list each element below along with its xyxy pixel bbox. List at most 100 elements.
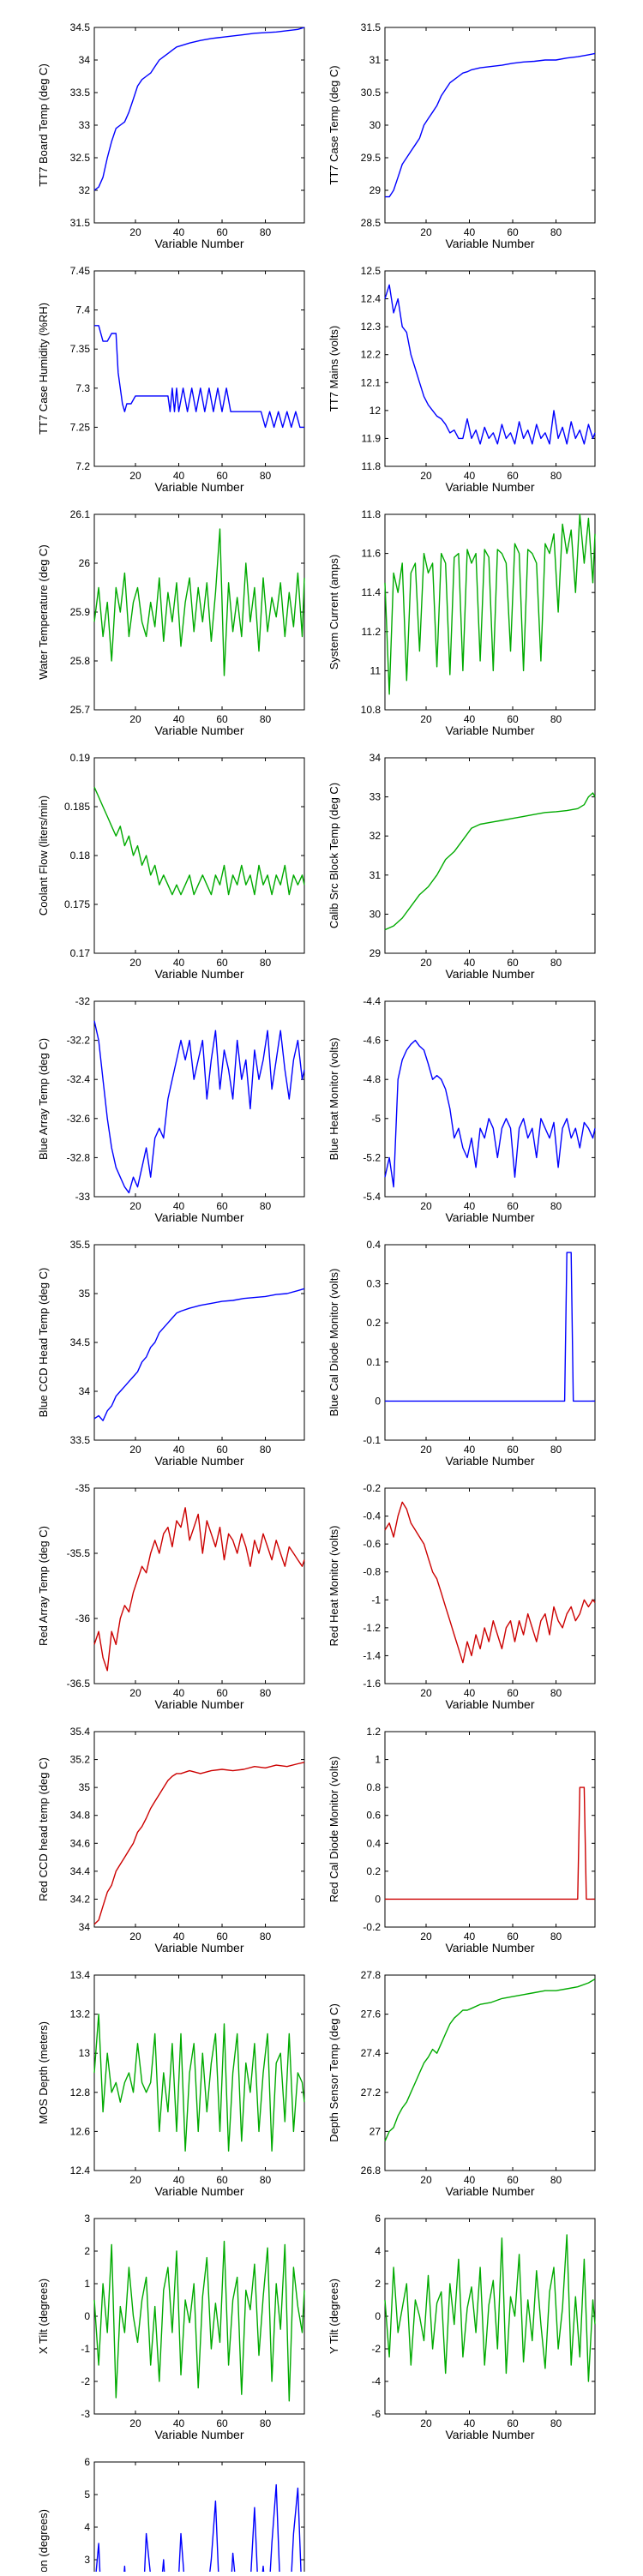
- x-axis-label: Variable Number: [154, 967, 243, 981]
- y-tick-label: 0: [375, 1395, 381, 1407]
- x-tick-label: 40: [173, 713, 185, 725]
- y-tick-label: 0.8: [366, 1781, 381, 1793]
- y-tick-label: 34: [370, 752, 382, 764]
- y-tick-label: 2: [375, 2278, 381, 2290]
- y-tick-label: -0.4: [363, 1510, 381, 1522]
- y-axis-label: TT7 Board Temp (deg C): [37, 63, 50, 187]
- chart-panel: -3 -2 -1 0 1 2 3 20 40 60 80 Variable Number X Tilt …: [37, 2213, 305, 2441]
- y-tick-label: 12.8: [70, 2087, 91, 2099]
- x-tick-label: 80: [550, 470, 562, 482]
- y-tick-label: 30.5: [361, 87, 382, 99]
- y-tick-label: 11: [370, 664, 382, 676]
- y-tick-label: 0.2: [366, 1865, 381, 1877]
- y-tick-label: -0.6: [363, 1538, 381, 1550]
- y-tick-label: 35: [79, 1288, 91, 1300]
- x-tick-label: 60: [216, 470, 228, 482]
- x-tick-label: 20: [420, 1200, 432, 1212]
- y-tick-label: -36.5: [67, 1678, 91, 1690]
- chart-panel: 34 34.2 34.4 34.6 34.8 35 35.2 35.4 20 40 60 80 Vari…: [37, 1726, 305, 1955]
- y-tick-label: 34: [79, 54, 91, 66]
- x-tick-label: 60: [216, 1930, 228, 1943]
- series-line: [93, 528, 305, 676]
- y-tick-label: 32.5: [70, 152, 91, 164]
- y-tick-label: 6: [84, 2456, 90, 2468]
- y-tick-label: 29: [370, 947, 382, 959]
- y-tick-label: -0.2: [363, 1921, 381, 1933]
- y-axis-label: Blue CCD Head Temp (deg C): [37, 1268, 50, 1418]
- x-tick-label: 80: [550, 1930, 562, 1943]
- y-tick-label: 12.1: [361, 376, 382, 388]
- y-tick-label: 11.6: [362, 548, 382, 560]
- y-tick-label: 0.1: [366, 1356, 381, 1368]
- series-line: [93, 1288, 305, 1421]
- series-line: [93, 1020, 305, 1194]
- x-tick-label: 60: [507, 1444, 519, 1456]
- y-axis-label: Coolant Flow (liters/min): [37, 796, 50, 916]
- series-line: [384, 2234, 596, 2382]
- x-axis-label: Variable Number: [154, 1210, 243, 1224]
- y-tick-label: 27.8: [361, 1969, 382, 1981]
- y-axis-label: Red Array Temp (deg C): [37, 1526, 50, 1646]
- series-line: [93, 27, 305, 191]
- y-axis-label: Inclination (degrees): [37, 2509, 50, 2572]
- x-tick-label: 40: [173, 1444, 185, 1456]
- chart-panel: 28.5 29 29.5 30 30.5 31 31.5 20 40 60 80 Variable N…: [328, 21, 596, 250]
- series-line: [93, 1507, 305, 1672]
- chart-panel: 0.17 0.175 0.18 0.185 0.19 20 40 60 80 Variable N…: [37, 752, 305, 981]
- y-tick-label: 29: [370, 184, 382, 196]
- y-tick-label: 0.175: [64, 898, 90, 910]
- y-axis-label: TT7 Mains (volts): [328, 326, 340, 411]
- chart-panel: 29 30 31 32 33 34 20 40 60 80 Variable Number Calib…: [328, 752, 596, 981]
- series-line: [385, 1252, 595, 1402]
- y-tick-label: 10.8: [361, 704, 382, 716]
- chart-panel: -36.5 -36 -35.5 -35 20 40 60 80 Variable Number R…: [37, 1482, 305, 1711]
- y-axis-label: Calib Src Block Temp (deg C): [328, 783, 340, 928]
- x-tick-label: 80: [260, 2174, 272, 2186]
- series-line: [93, 786, 305, 896]
- y-tick-label: -1.4: [363, 1649, 381, 1661]
- y-tick-label: 34: [79, 1385, 91, 1397]
- y-tick-label: 30: [370, 119, 382, 131]
- series-line: [384, 1978, 596, 2142]
- x-axis-label: Variable Number: [154, 2184, 243, 2198]
- x-axis-label: Variable Number: [445, 1454, 534, 1468]
- plot-frame: [93, 27, 305, 224]
- plot-frame: [384, 1487, 596, 1684]
- y-tick-label: 11.2: [362, 626, 382, 638]
- x-tick-label: 20: [129, 226, 141, 238]
- y-tick-label: -4.6: [363, 1035, 381, 1047]
- y-tick-label: -32.8: [67, 1151, 91, 1163]
- y-tick-label: 26.1: [70, 508, 91, 520]
- y-tick-label: 26: [79, 557, 91, 569]
- x-tick-label: 80: [260, 1444, 272, 1456]
- y-tick-label: 1.2: [366, 1726, 381, 1738]
- y-tick-label: 12.4: [70, 2165, 91, 2177]
- y-tick-label: 0.4: [366, 1239, 381, 1251]
- x-tick-label: 40: [173, 226, 185, 238]
- x-tick-label: 40: [464, 713, 476, 725]
- x-tick-label: 20: [129, 2174, 141, 2186]
- x-axis-label: Variable Number: [154, 237, 243, 250]
- y-tick-label: 4: [84, 2521, 90, 2533]
- y-tick-label: 0.2: [366, 1317, 381, 1329]
- y-tick-label: 12.2: [361, 349, 382, 361]
- y-tick-label: 2: [84, 2245, 90, 2257]
- chart-panel: 33.5 34 34.5 35 35.5 20 40 60 80 Variable Number B…: [37, 1239, 305, 1468]
- y-tick-label: -5: [371, 1113, 381, 1125]
- x-tick-label: 40: [464, 1687, 476, 1699]
- y-tick-label: -36: [75, 1612, 91, 1624]
- plot-frame: [384, 1731, 596, 1928]
- series-line: [384, 1501, 596, 1664]
- y-tick-label: 5: [84, 2489, 90, 2501]
- y-tick-label: -35: [75, 1482, 91, 1494]
- y-tick-label: -0.2: [363, 1482, 381, 1494]
- series-line: [384, 284, 596, 445]
- y-tick-label: -33: [75, 1191, 91, 1203]
- chart-panel: 11.8 11.9 12 12.1 12.2 12.3 12.4 12.5 20 40 60 80 Va…: [328, 265, 596, 494]
- y-tick-label: 0: [84, 2310, 90, 2322]
- y-tick-label: 0.4: [366, 1837, 381, 1849]
- x-tick-label: 40: [464, 470, 476, 482]
- plot-frame: [384, 270, 596, 467]
- x-tick-label: 20: [129, 957, 141, 969]
